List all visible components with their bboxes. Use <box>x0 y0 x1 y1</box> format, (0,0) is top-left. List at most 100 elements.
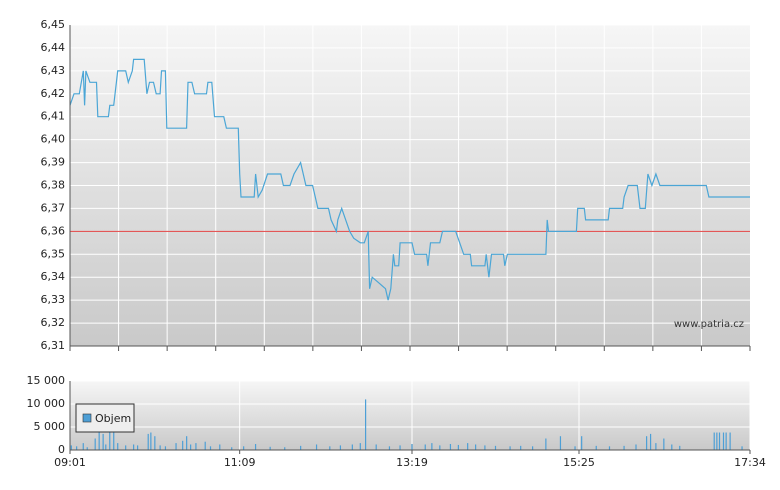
y-tick-label: 5 000 <box>34 420 66 433</box>
y-tick-label: 6,43 <box>41 64 66 77</box>
volume-bar <box>102 433 104 450</box>
y-tick-label: 6,37 <box>41 201 66 214</box>
volume-bar <box>424 444 426 450</box>
volume-bar <box>243 446 245 450</box>
volume-bar <box>399 445 401 450</box>
volume-bar <box>457 444 459 450</box>
volume-bar <box>595 445 597 450</box>
legend: Objem <box>75 403 135 433</box>
y-tick-label: 10 000 <box>27 397 66 410</box>
y-tick-label: 6,34 <box>41 270 66 283</box>
price-line <box>69 58 750 301</box>
volume-bar <box>209 446 212 450</box>
x-tick-label: 09:01 <box>54 456 86 469</box>
volume-bar <box>98 431 100 450</box>
y-tick-label: 6,41 <box>41 110 66 123</box>
volume-bar <box>679 445 681 450</box>
volume-bar <box>339 445 342 450</box>
volume-bar <box>76 446 78 450</box>
volume-bar <box>725 432 727 450</box>
volume-bar <box>351 444 353 450</box>
watermark: www.patria.cz <box>674 319 744 330</box>
volume-bar <box>186 436 188 450</box>
volume-bar <box>269 446 271 450</box>
volume-bar <box>649 433 652 450</box>
volume-bar <box>475 444 477 450</box>
y-tick-label: 6,33 <box>41 293 66 306</box>
volume-bar <box>284 447 286 450</box>
volume-bar <box>532 446 534 450</box>
x-tick-label: 11:09 <box>224 456 256 469</box>
y-tick-label: 6,39 <box>41 156 66 169</box>
y-tick-label: 6,44 <box>41 41 66 54</box>
y-tick-label: 0 <box>58 443 65 456</box>
volume-bar <box>254 444 257 450</box>
volume-bar <box>125 445 127 450</box>
volume-bar <box>109 431 111 450</box>
volume-bar <box>411 444 413 450</box>
volume-bar <box>623 445 625 450</box>
volume-bar <box>315 444 318 450</box>
volume-bar <box>375 444 377 450</box>
volume-bar <box>150 432 152 450</box>
volume-bar <box>175 443 177 450</box>
volume-bar <box>484 445 486 450</box>
volume-bar <box>574 446 576 450</box>
x-tick-label: 13:19 <box>396 456 428 469</box>
volume-bar <box>388 446 391 450</box>
legend-label: Objem <box>95 412 131 425</box>
plot-area <box>70 381 750 450</box>
volume-bar <box>439 445 441 450</box>
y-tick-label: 6,38 <box>41 179 66 192</box>
y-tick-label: 6,40 <box>41 133 66 146</box>
volume-bar <box>159 445 161 450</box>
volume-bar <box>581 436 583 450</box>
volume-bar <box>359 443 361 450</box>
y-tick-label: 6,45 <box>41 18 66 31</box>
volume-bar <box>300 445 302 450</box>
volume-bar <box>431 443 433 450</box>
volume-bar <box>94 438 96 450</box>
volume-bar <box>231 447 233 450</box>
y-tick-label: 6,31 <box>41 339 66 352</box>
volume-bar <box>105 444 107 450</box>
volume-bar <box>718 432 721 450</box>
volume-bar <box>190 444 192 450</box>
volume-bar <box>494 445 497 450</box>
volume-bar <box>559 436 562 450</box>
volume-bar <box>449 444 452 450</box>
volume-bar <box>164 446 167 450</box>
volume-bar <box>86 447 88 450</box>
volume-bar <box>182 440 184 450</box>
volume-bar <box>509 446 511 450</box>
y-tick-label: 6,35 <box>41 247 66 260</box>
volume-bar <box>82 443 84 450</box>
volume-bar <box>520 445 522 450</box>
volume-bar <box>467 443 469 450</box>
volume-bar <box>137 445 139 450</box>
volume-bar <box>329 446 331 450</box>
volume-bar <box>219 444 221 450</box>
volume-bar <box>671 444 673 450</box>
y-tick-label: 15 000 <box>27 374 66 387</box>
volume-bar <box>154 436 156 450</box>
volume-bar <box>635 444 637 450</box>
y-tick-label: 6,42 <box>41 87 66 100</box>
volume-bar <box>147 433 149 450</box>
x-tick-label: 15:25 <box>563 456 595 469</box>
volume-bar <box>117 443 119 450</box>
volume-bar <box>655 443 657 450</box>
volume-bar <box>741 446 743 450</box>
volume-bar <box>608 446 611 450</box>
volume-bar <box>133 444 135 450</box>
volume-bar <box>722 432 725 450</box>
legend-swatch <box>82 413 92 423</box>
volume-bar <box>70 445 72 450</box>
x-tick-label: 17:34 <box>734 456 766 469</box>
y-tick-label: 6,32 <box>41 316 66 329</box>
volume-bar <box>646 436 648 450</box>
volume-bar <box>716 432 718 450</box>
volume-bar <box>713 432 715 450</box>
volume-bar <box>545 438 547 450</box>
